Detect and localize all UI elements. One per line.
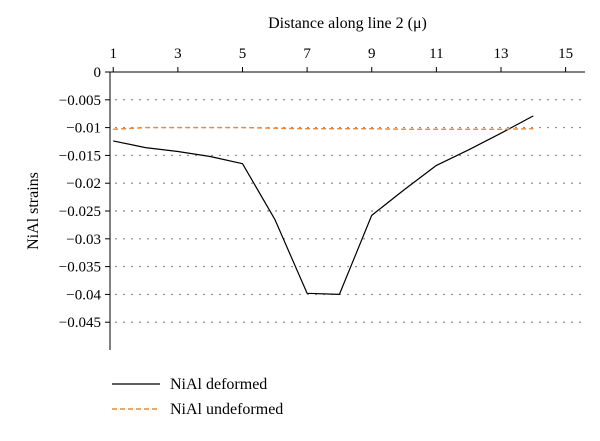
x-tick-label: 5 bbox=[239, 46, 247, 62]
y-tick-label: −0.03 bbox=[66, 232, 101, 248]
x-tick-label: 7 bbox=[303, 46, 311, 62]
x-tick-label: 1 bbox=[109, 46, 117, 62]
legend: NiAl deformed NiAl undeformed bbox=[112, 376, 283, 418]
y-tick-label: −0.015 bbox=[59, 148, 101, 164]
y-tick-label: −0.045 bbox=[59, 315, 101, 331]
x-axis-ticks: 1 3 5 7 9 11 13 15 bbox=[109, 46, 573, 72]
y-tick-label: −0.035 bbox=[59, 260, 101, 276]
y-tick-label: −0.005 bbox=[59, 93, 101, 109]
y-tick-label: −0.04 bbox=[66, 287, 101, 303]
x-tick-label: 15 bbox=[558, 46, 573, 62]
y-axis-title: NiAl strains bbox=[25, 172, 42, 250]
series-lines bbox=[113, 115, 534, 295]
y-tick-label: 0 bbox=[94, 65, 102, 81]
gridlines bbox=[115, 99, 586, 323]
x-tick-label: 13 bbox=[493, 46, 508, 62]
x-tick-label: 9 bbox=[368, 46, 376, 62]
y-axis-ticks: 0 −0.005 −0.01 −0.015 −0.02 −0.025 −0.03 −0.035… bbox=[59, 65, 110, 331]
legend-label: NiAl undeformed bbox=[170, 401, 283, 418]
x-tick-label: 11 bbox=[429, 46, 443, 62]
legend-label: NiAl deformed bbox=[170, 376, 267, 393]
x-tick-label: 3 bbox=[174, 46, 182, 62]
series-line-deformed bbox=[113, 115, 534, 295]
series-line-undeformed bbox=[113, 126, 534, 131]
y-tick-label: −0.01 bbox=[66, 121, 101, 137]
y-tick-label: −0.025 bbox=[59, 204, 101, 220]
y-tick-label: −0.02 bbox=[66, 176, 101, 192]
x-axis-title: Distance along line 2 (μ) bbox=[268, 15, 427, 32]
